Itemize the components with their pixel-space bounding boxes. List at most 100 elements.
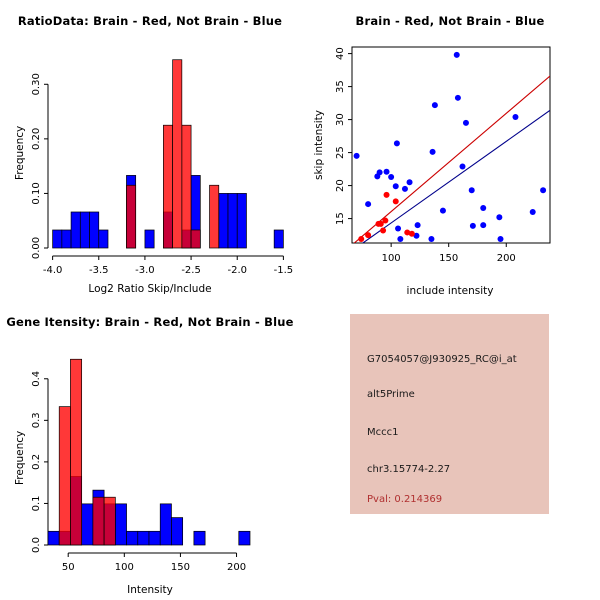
scatter-point-not-20 [462,119,469,126]
gene-intensity-histogram-svg: 50 100 150 200 0.0 0.1 0.2 0.3 0.4 [31,358,251,573]
scatter-ytick-label-1: 20 [335,179,346,192]
scatter-point-not-19 [454,94,461,101]
ratio-bar-brain-0 [126,184,137,249]
scatter-point-not-11 [406,179,413,186]
ratio-xtick-label-3: -2.5 [181,265,201,276]
scatter-content [353,51,550,243]
scatter-point-not-26 [496,214,503,221]
ratio-histogram-xlabel: Log2 Ratio Skip/Include [88,283,212,295]
ratio-ytick-label-3: 0.30 [31,73,42,95]
ratio-xtick-label-4: -2.0 [227,265,247,276]
pval-text: Pval: 0.214369 [367,494,443,505]
scatter-xtick-label-1: 150 [439,253,458,264]
scatter-point-brain-6 [383,191,390,198]
intensity-scatter-xlabel: include intensity [406,285,494,297]
ratio-ytick-label-2: 0.20 [31,128,42,150]
ratio-bar-not-20 [236,193,247,249]
scatter-point-brain-7 [392,198,399,205]
scatter-point-not-10 [401,185,408,192]
scatter-point-not-13 [414,222,421,229]
intensity-scatter-ylabel: skip intensity [313,110,325,180]
ratio-bar-not-0 [52,229,63,249]
scatter-ytick-label-3: 30 [335,113,346,126]
ratio-bar-brain-3 [181,124,192,249]
gene-intensity-histogram-title: Gene Itensity: Brain - Red, Not Brain - … [6,315,294,329]
gene-bar-not-10 [159,503,172,546]
ratio-bar-not-1 [61,229,72,249]
scatter-point-brain-0 [358,236,365,243]
ratio-bar-not-19 [227,193,238,249]
gene-ytick-label-1: 0.1 [31,495,42,511]
ratio-bar-not-5 [98,229,109,249]
scatter-point-not-0 [353,152,360,159]
probe-id-text: G7054057@J930925_RC@i_at [367,354,517,365]
gene-bar-not-3 [81,503,94,546]
ratio-bar-not-24 [273,229,284,249]
scatter-point-not-25 [480,222,487,229]
ratio-histogram-panel: RatioData: Brain - Red, Not Brain - Blue… [0,0,300,300]
scatter-plot-frame [351,46,551,244]
gene-bar-brain-3 [92,496,105,546]
scatter-point-not-1 [365,201,372,208]
scatter-point-not-17 [439,207,446,214]
scatter-point-not-9 [397,236,404,243]
gene-bar-not-9 [148,530,161,546]
ratio-bar-brain-6 [209,184,220,249]
scatter-brain-fit-line [353,75,550,243]
scatter-point-not-16 [431,102,438,109]
locus-text: chr3.15774-2.27 [367,464,451,475]
scatter-point-not-4 [383,168,390,175]
ratio-ytick-label-1: 0.10 [31,182,42,204]
ratio-bar-brain-2 [172,59,183,249]
scatter-point-not-30 [540,187,547,194]
gene-intensity-xlabel: Intensity [127,584,173,596]
scatter-ytick-label-5: 40 [335,47,346,60]
ratio-histogram-title: RatioData: Brain - Red, Not Brain - Blue [17,14,283,28]
gene-intensity-histogram-panel: Gene Itensity: Brain - Red, Not Brain - … [0,300,300,600]
ratio-bar-not-2 [70,211,81,249]
scatter-point-brain-5 [382,217,389,224]
probe-info-box: G7054057@J930925_RC@i_at alt5Prime Mccc1… [350,314,549,514]
scatter-point-not-21 [459,163,466,170]
ratio-bar-not-4 [89,211,100,249]
ratio-histogram-svg: -4.0 -3.5 -3.0 -2.5 -2.0 -1.5 0.00 0.10 0.20 0.30 [31,59,293,276]
gene-xtick-label-0: 50 [62,562,75,573]
gene-bar-not-7 [126,530,139,546]
ratio-bar-brain-1 [163,124,173,249]
ratio-xtick-label-1: -3.5 [89,265,109,276]
ratio-bar-brain-4 [190,229,201,249]
scatter-point-not-22 [468,187,475,194]
scatter-point-not-27 [497,236,504,243]
scatter-point-not-24 [480,205,487,212]
gene-bar-brain-0 [58,406,71,546]
scatter-ytick-label-0: 15 [335,212,346,225]
ratio-bar-not-3 [79,211,90,249]
gene-xtick-label-2: 150 [171,562,190,573]
scatter-point-not-18 [453,51,460,58]
gene-ytick-label-3: 0.3 [31,412,42,428]
gene-ytick-label-0: 0.0 [31,537,42,553]
intensity-scatter-svg: 100 150 200 15 20 25 30 35 40 [335,46,551,264]
gene-intensity-ylabel: Frequency [14,430,26,485]
ratio-bar-not-18 [218,193,229,249]
ratio-xtick-label-2: -3.0 [135,265,155,276]
gene-ytick-label-4: 0.4 [31,371,42,387]
scatter-ytick-label-2: 25 [335,146,346,159]
ratio-bar-not-10 [144,229,155,249]
gene-xtick-label-1: 100 [115,562,134,573]
scatter-point-not-5 [388,174,395,181]
event-type-text: alt5Prime [367,389,415,400]
gene-ytick-label-2: 0.2 [31,454,42,470]
intensity-scatter-title: Brain - Red, Not Brain - Blue [355,14,545,28]
probe-info-panel: G7054057@J930925_RC@i_at alt5Prime Mccc1… [300,300,600,600]
gene-bar-not-0 [47,530,60,546]
gene-xtick-label-3: 200 [227,562,246,573]
ratio-xtick-label-0: -4.0 [43,265,63,276]
gene-bar-not-6 [114,503,127,546]
intensity-scatter-panel: Brain - Red, Not Brain - Blue 100 150 200 1… [300,0,600,300]
gene-bar-not-11 [171,517,184,546]
ratio-histogram-ylabel: Frequency [14,125,26,180]
scatter-point-brain-3 [377,220,384,227]
scatter-point-not-8 [395,225,402,232]
scatter-point-brain-8 [404,229,411,236]
